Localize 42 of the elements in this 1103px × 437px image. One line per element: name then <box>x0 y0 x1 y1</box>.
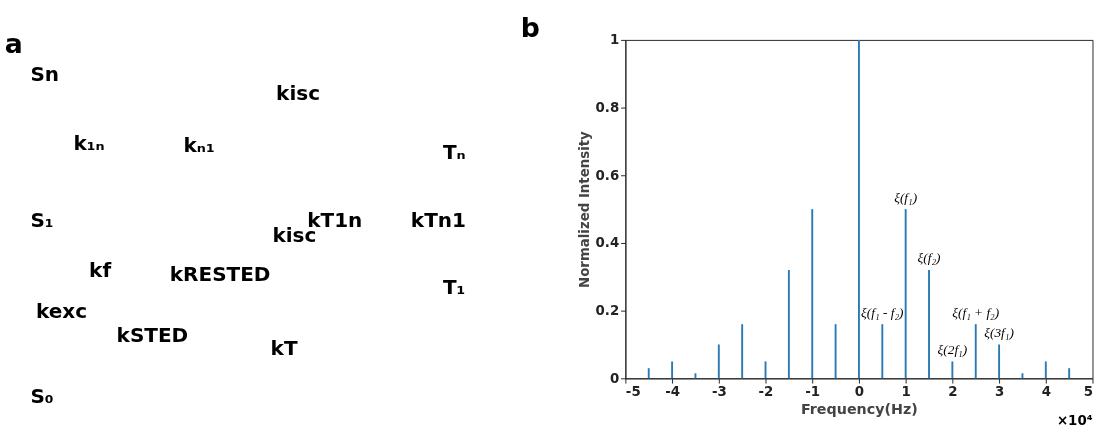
x-tick-label: 4 <box>1041 383 1051 399</box>
text: kSTED <box>116 323 189 348</box>
annotation: ξ(f₁) <box>894 189 918 205</box>
text: S₀ <box>30 384 54 409</box>
annotation: ξ(f₁ - f₂) <box>861 304 905 320</box>
text: T₁ <box>442 275 466 300</box>
text: a <box>4 28 23 60</box>
y-tick-label: 0.2 <box>595 302 620 318</box>
text: Tₙ <box>442 140 466 165</box>
y-axis-title: Normalized Intensity <box>576 130 592 289</box>
x-tick-label: 1 <box>901 383 911 399</box>
y-tick-label: 0.8 <box>595 99 620 115</box>
x-tick-label: 5 <box>1083 383 1093 399</box>
x-tick-label: -1 <box>805 383 821 399</box>
text: S₁ <box>30 208 54 233</box>
annotation: ξ(3f₁) <box>984 324 1015 340</box>
text: k₁ₙ <box>73 131 105 156</box>
annotation: ξ(2f₁) <box>937 341 968 357</box>
annotation: ξ(f₂) <box>917 250 942 266</box>
x-tick-label: 0 <box>854 383 865 399</box>
text: kisc <box>276 80 321 105</box>
text: kT <box>270 336 298 361</box>
text: kf <box>89 257 112 282</box>
text: Sn <box>30 61 60 86</box>
annotation: ξ(f₁ + f₂) <box>952 304 1000 320</box>
x-tick-label: -4 <box>665 383 680 399</box>
text: ×10⁴ <box>1056 413 1093 429</box>
x-tick-label: -5 <box>625 383 641 399</box>
chart-title: b <box>520 12 540 44</box>
x-tick-label: -2 <box>758 383 774 399</box>
x-tick-label: 3 <box>994 383 1005 399</box>
x-tick-label: -3 <box>711 383 727 399</box>
x-tick-label: 2 <box>948 383 958 399</box>
y-tick-label: 1 <box>609 32 620 48</box>
x-axis-title: Frequency(Hz) <box>800 401 918 418</box>
y-tick-label: 0 <box>609 370 620 386</box>
text: kRESTED <box>169 262 271 287</box>
y-tick-label: 0.4 <box>595 235 620 251</box>
text: kₙ₁ <box>183 133 215 158</box>
y-tick-label: 0.6 <box>595 167 620 183</box>
text: kTn1 <box>410 208 466 233</box>
text: kexc <box>35 298 88 323</box>
